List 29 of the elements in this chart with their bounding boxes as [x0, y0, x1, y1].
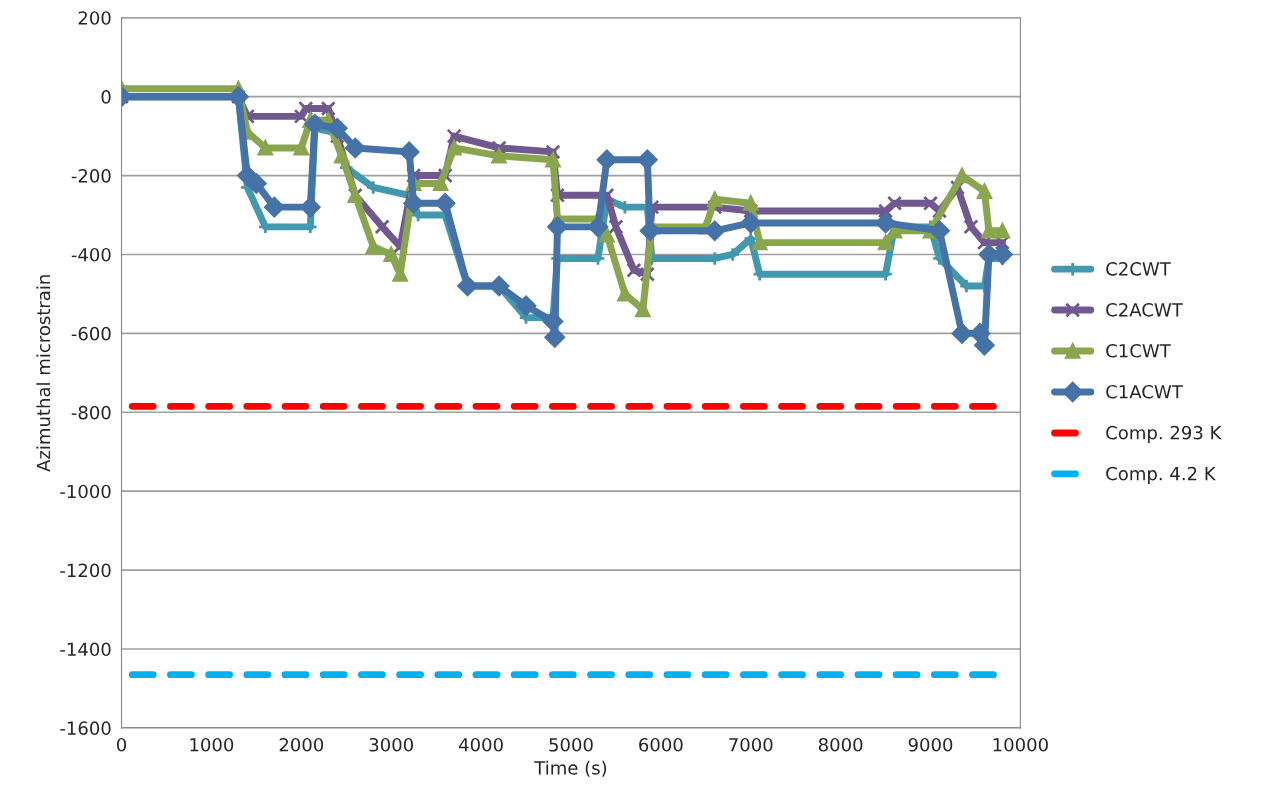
x-tick-label: 4000: [458, 737, 503, 752]
x-tick-label: 1000: [190, 737, 234, 752]
x-axis-title: Time (s): [534, 760, 607, 777]
legend-label: C2CWT: [1106, 262, 1171, 276]
y-tick-label: -1000: [60, 484, 111, 499]
y-tick-label: 200: [78, 11, 111, 25]
x-tick-label: 2000: [279, 737, 324, 752]
y-tick-label: 0: [101, 90, 111, 104]
y-tick-label: -800: [71, 405, 111, 420]
x-tick-label: 10000: [993, 737, 1048, 752]
x-tick-label: 0: [116, 737, 127, 752]
legend-label: C2ACWT: [1106, 303, 1183, 317]
legend-label: C1CWT: [1106, 343, 1171, 358]
y-tick-label: -200: [71, 169, 111, 183]
y-tick-label: -1600: [60, 721, 111, 736]
x-tick-label: 3000: [369, 737, 413, 752]
x-tick-label: 9000: [908, 737, 953, 752]
y-tick-label: -400: [71, 247, 111, 262]
x-tick-label: 5000: [549, 737, 593, 752]
y-tick-label: -1400: [60, 642, 111, 657]
legend-label: Comp. 293 K: [1106, 425, 1222, 443]
legend-label: C1ACWT: [1106, 384, 1183, 399]
y-tick-label: -600: [71, 326, 111, 341]
x-tick-label: 8000: [818, 737, 863, 752]
x-tick-label: 7000: [729, 737, 773, 752]
x-tick-label: 6000: [639, 737, 683, 752]
legend-label: Comp. 4.2 K: [1106, 466, 1217, 484]
y-tick-label: -1200: [60, 563, 111, 578]
y-axis-title: Azimuthal microstrain: [36, 275, 51, 472]
